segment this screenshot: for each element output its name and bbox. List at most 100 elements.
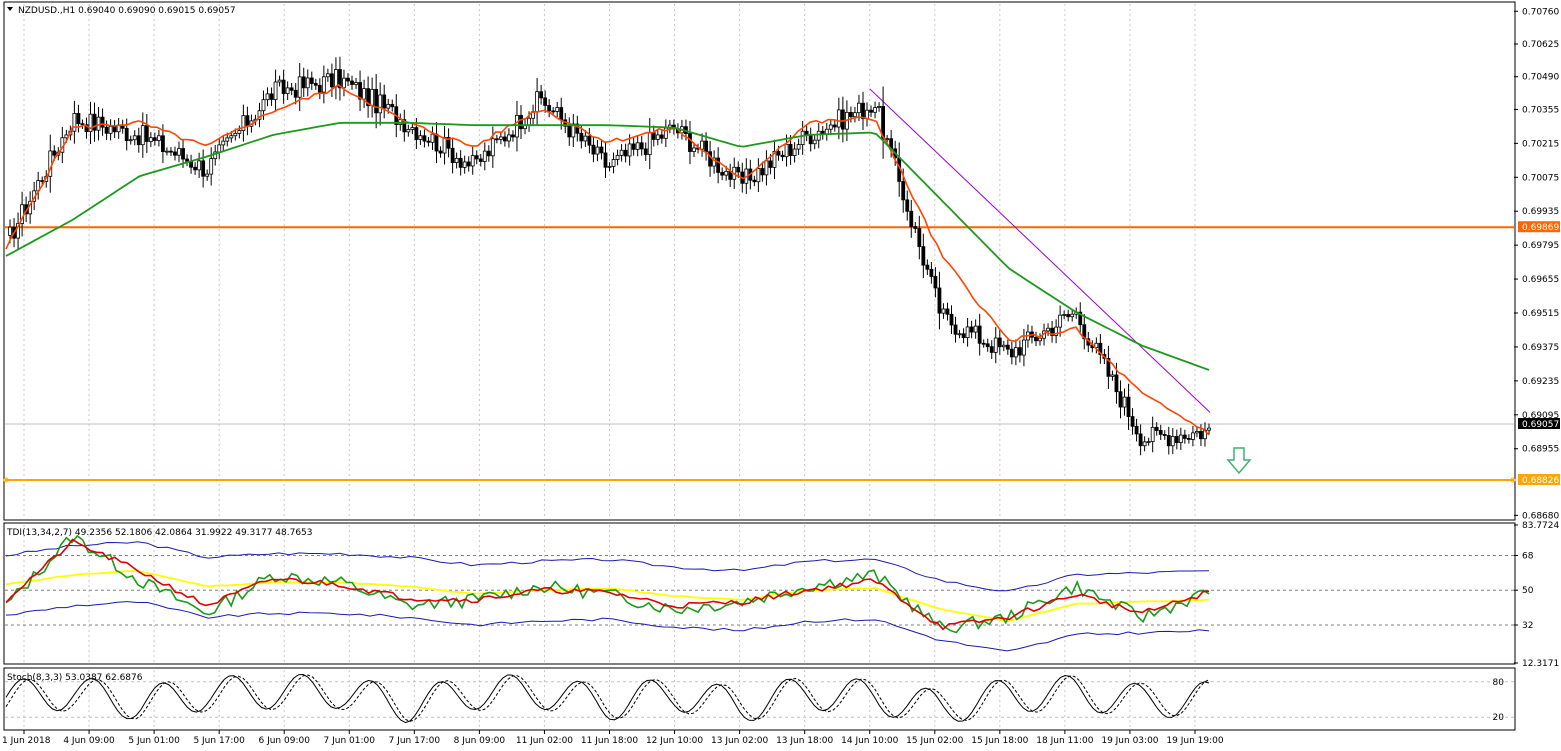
candle-body — [1046, 327, 1050, 332]
candle-body — [768, 160, 773, 168]
candle-body — [1058, 314, 1063, 328]
candle-body — [422, 135, 427, 142]
candle-body — [321, 76, 326, 93]
candle-body — [985, 343, 990, 348]
candle-body — [233, 132, 238, 137]
stoch-header: Stoch(8,3,3) 53.0387 62.6876 — [7, 673, 143, 683]
candle-body — [704, 140, 708, 153]
candle-body — [933, 276, 938, 289]
candle-body — [309, 77, 314, 84]
candle-body — [595, 146, 600, 155]
candle-body — [1195, 431, 1199, 434]
candle-body — [507, 134, 511, 142]
candle-body — [241, 115, 246, 131]
candle-body — [503, 136, 507, 142]
candle-body — [1178, 434, 1183, 444]
candle-body — [301, 76, 306, 89]
candle-body — [370, 88, 375, 107]
candle-body — [281, 79, 286, 94]
candle-body — [1150, 426, 1155, 442]
stoch-panel[interactable] — [3, 667, 1516, 731]
candle-body — [764, 160, 769, 176]
candle-body — [977, 325, 982, 344]
candle-body — [543, 97, 548, 106]
stoch-signal-line — [5, 674, 1210, 722]
candle-body — [961, 333, 966, 339]
price-tick-label: 0.69795 — [1522, 241, 1559, 251]
candle-body — [515, 114, 519, 138]
candle-body — [639, 142, 644, 150]
candle-body — [406, 129, 411, 133]
candle-body — [796, 144, 801, 150]
candle-body — [1126, 396, 1131, 417]
candle-body — [136, 135, 141, 146]
candle-body — [221, 140, 226, 146]
stoch-lines — [5, 673, 1514, 724]
candle-body — [96, 116, 101, 131]
candle-body — [527, 117, 531, 126]
candle-body — [285, 87, 290, 94]
tdi-tick-label: 68 — [1522, 551, 1534, 561]
candle-body — [205, 173, 210, 177]
candle-body — [599, 146, 604, 154]
price-tick-label: 0.70075 — [1522, 173, 1559, 183]
candle-body — [293, 89, 298, 98]
hline-low-label: 0.68826 — [1522, 476, 1559, 486]
price-tick-label: 0.69655 — [1522, 275, 1559, 285]
candle-body — [853, 112, 857, 118]
candle-body — [1186, 438, 1191, 440]
candle-body — [426, 140, 431, 143]
candle-body — [354, 82, 358, 85]
candle-body — [651, 132, 656, 140]
candle-body — [611, 159, 616, 167]
candle-body — [446, 137, 451, 149]
support-line-handle[interactable] — [1510, 477, 1516, 483]
support-line-handle[interactable] — [3, 477, 9, 483]
candle-body — [402, 119, 407, 133]
candle-body — [647, 132, 652, 155]
candle-body — [957, 333, 962, 336]
candle-body — [792, 148, 797, 157]
candle-body — [949, 313, 954, 326]
candle-body — [885, 138, 890, 141]
tdi-header: TDI(13,34,2,7) 49.2356 52.1806 42.0864 3… — [6, 528, 313, 538]
candle-body — [627, 143, 632, 157]
candle-body — [849, 111, 853, 118]
candle-body — [482, 150, 487, 162]
candle-body — [269, 93, 274, 100]
candle-body — [1158, 430, 1163, 435]
candle-body — [1070, 313, 1075, 318]
main-header: NZDUSD.,H1 0.69040 0.69090 0.69015 0.690… — [18, 6, 236, 16]
candle-body — [659, 134, 664, 139]
candle-body — [1050, 327, 1054, 336]
candle-body — [338, 69, 342, 89]
slow-moving-average-line — [5, 121, 1210, 371]
candle-body — [635, 142, 640, 150]
candle-body — [877, 106, 881, 108]
candle-body — [1066, 314, 1071, 318]
main-price-panel[interactable] — [3, 1, 1516, 521]
candle-body — [800, 130, 805, 145]
candle-body — [913, 226, 918, 229]
candle-body — [567, 125, 572, 138]
price-tick-label: 0.69515 — [1522, 309, 1559, 319]
candle-body — [591, 144, 596, 155]
tdi-panel[interactable] — [3, 522, 1516, 665]
candle-body — [700, 140, 704, 150]
candle-body — [603, 152, 608, 168]
candle-body — [410, 127, 415, 130]
candle-body — [812, 139, 817, 145]
candle-body — [1207, 427, 1211, 431]
menu-triangle-icon[interactable] — [7, 7, 13, 11]
time-tick-label: 14 Jun 10:00 — [841, 736, 898, 746]
trendline[interactable] — [869, 88, 1211, 413]
time-tick-label: 7 Jun 01:00 — [324, 736, 376, 746]
candle-body — [474, 155, 479, 160]
candle-body — [1199, 431, 1203, 440]
candle-body — [724, 170, 729, 176]
candle-body — [165, 150, 169, 153]
candle-body — [144, 125, 149, 142]
candle-body — [128, 139, 133, 142]
candle-body — [40, 180, 45, 182]
